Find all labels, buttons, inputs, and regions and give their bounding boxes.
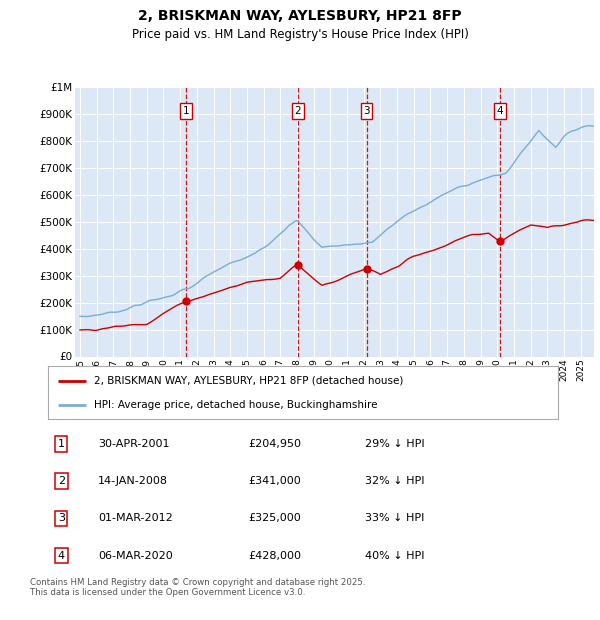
Text: Contains HM Land Registry data © Crown copyright and database right 2025.
This d: Contains HM Land Registry data © Crown c… (30, 578, 365, 597)
Text: Price paid vs. HM Land Registry's House Price Index (HPI): Price paid vs. HM Land Registry's House … (131, 28, 469, 41)
Text: 06-MAR-2020: 06-MAR-2020 (98, 551, 173, 560)
Text: 40% ↓ HPI: 40% ↓ HPI (365, 551, 424, 560)
Text: 2: 2 (58, 476, 65, 486)
Text: 2: 2 (295, 106, 301, 116)
Text: 3: 3 (363, 106, 370, 116)
Text: 01-MAR-2012: 01-MAR-2012 (98, 513, 173, 523)
Text: 2, BRISKMAN WAY, AYLESBURY, HP21 8FP: 2, BRISKMAN WAY, AYLESBURY, HP21 8FP (138, 9, 462, 24)
Text: £341,000: £341,000 (248, 476, 301, 486)
Text: 4: 4 (58, 551, 65, 560)
Text: 32% ↓ HPI: 32% ↓ HPI (365, 476, 424, 486)
Text: 1: 1 (182, 106, 189, 116)
Text: £325,000: £325,000 (248, 513, 301, 523)
Text: 1: 1 (58, 439, 65, 449)
Text: 29% ↓ HPI: 29% ↓ HPI (365, 439, 424, 449)
Text: HPI: Average price, detached house, Buckinghamshire: HPI: Average price, detached house, Buck… (94, 401, 377, 410)
Text: 2, BRISKMAN WAY, AYLESBURY, HP21 8FP (detached house): 2, BRISKMAN WAY, AYLESBURY, HP21 8FP (de… (94, 376, 403, 386)
Text: 30-APR-2001: 30-APR-2001 (98, 439, 170, 449)
Text: 4: 4 (497, 106, 503, 116)
Text: 14-JAN-2008: 14-JAN-2008 (98, 476, 168, 486)
Text: £204,950: £204,950 (248, 439, 302, 449)
Text: 3: 3 (58, 513, 65, 523)
Text: 33% ↓ HPI: 33% ↓ HPI (365, 513, 424, 523)
Text: £428,000: £428,000 (248, 551, 302, 560)
